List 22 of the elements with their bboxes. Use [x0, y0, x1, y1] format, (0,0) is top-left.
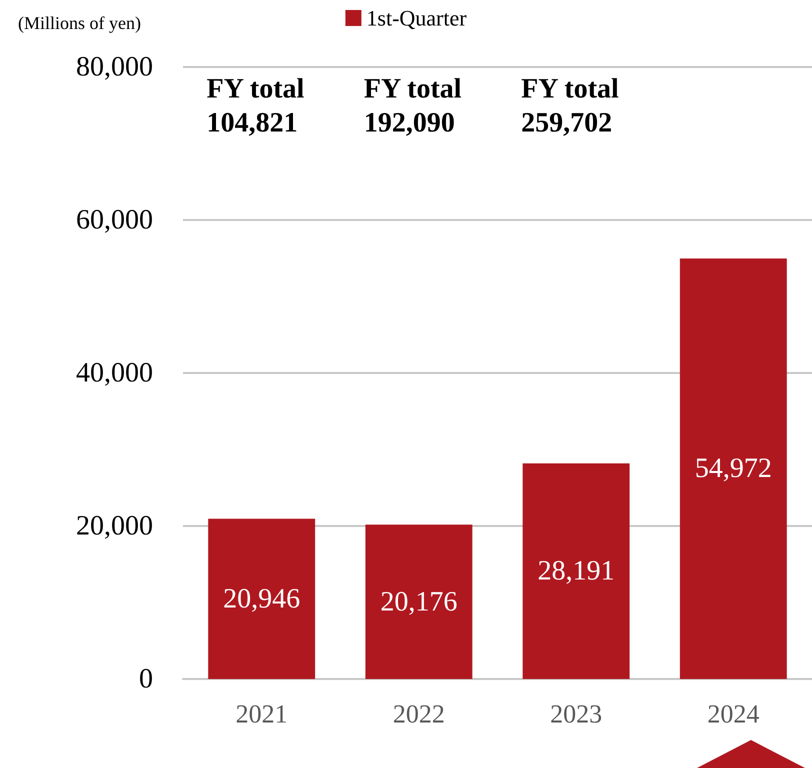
y-tick-label: 60,000: [76, 204, 153, 236]
bar: [680, 258, 787, 679]
bar: [522, 463, 630, 679]
x-tick-label: 2024: [707, 700, 760, 728]
data-label: 20,946: [223, 583, 300, 614]
y-tick-label: 80,000: [76, 52, 153, 82]
legend-label: 1st-Quarter: [366, 6, 468, 30]
y-tick-label: 20,000: [76, 510, 153, 542]
x-tick-label: 2021: [236, 700, 288, 728]
y-tick-label: 0: [139, 664, 153, 694]
x-tick-label: 2022: [392, 700, 445, 728]
data-label: 54,972: [694, 453, 772, 484]
y-tick-label: 40,000: [76, 358, 153, 388]
annotation: FY total 192,090: [364, 74, 462, 138]
bar: [365, 524, 472, 679]
bar: [208, 518, 316, 679]
x-tick-label: 2023: [550, 700, 602, 728]
data-label: 28,191: [538, 556, 615, 587]
annotation: FY total 104,821: [206, 74, 305, 138]
data-label: 20,176: [380, 586, 458, 618]
annotation: FY total 259,702: [521, 74, 620, 138]
y-axis-title: (Millions of yen): [18, 13, 141, 33]
